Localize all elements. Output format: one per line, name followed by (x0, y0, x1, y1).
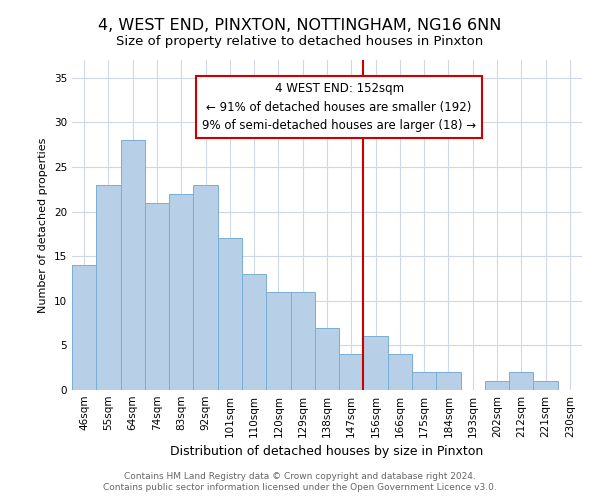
Bar (72, 265, 96, 390)
Bar (412, 372, 436, 390)
Bar (364, 336, 388, 390)
Text: 4 WEST END: 152sqm
← 91% of detached houses are smaller (192)
9% of semi-detache: 4 WEST END: 152sqm ← 91% of detached hou… (202, 82, 476, 132)
Bar (388, 354, 412, 390)
Bar (169, 194, 193, 390)
Bar (290, 292, 315, 390)
Bar (509, 372, 533, 390)
Bar (339, 354, 364, 390)
Bar (218, 238, 242, 390)
Bar (193, 185, 218, 390)
Bar (315, 328, 339, 390)
Bar (121, 140, 145, 390)
Y-axis label: Number of detached properties: Number of detached properties (38, 138, 49, 312)
Bar (533, 381, 558, 390)
Text: 4, WEST END, PINXTON, NOTTINGHAM, NG16 6NN: 4, WEST END, PINXTON, NOTTINGHAM, NG16 6… (98, 18, 502, 32)
Text: Contains HM Land Registry data © Crown copyright and database right 2024.: Contains HM Land Registry data © Crown c… (124, 472, 476, 481)
Bar (485, 381, 509, 390)
Text: Contains public sector information licensed under the Open Government Licence v3: Contains public sector information licen… (103, 484, 497, 492)
Bar (145, 202, 169, 390)
Bar (266, 292, 290, 390)
Text: Size of property relative to detached houses in Pinxton: Size of property relative to detached ho… (116, 35, 484, 48)
Bar (96, 185, 121, 390)
Bar (436, 372, 461, 390)
Bar (242, 274, 266, 390)
X-axis label: Distribution of detached houses by size in Pinxton: Distribution of detached houses by size … (170, 446, 484, 458)
